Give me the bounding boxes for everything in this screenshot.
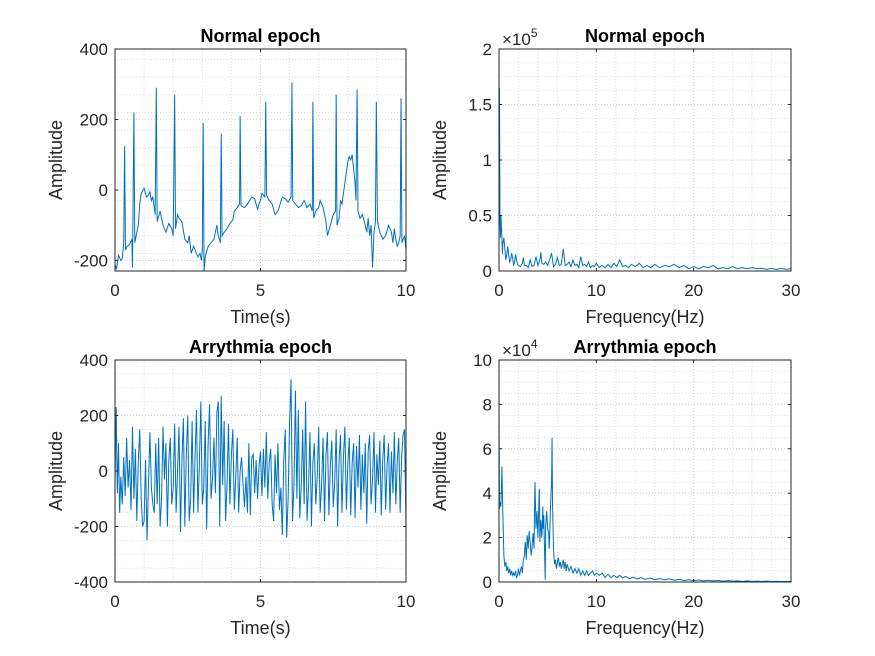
y-tick-label: 0 xyxy=(99,181,108,200)
x-axis-label: Frequency(Hz) xyxy=(585,307,704,327)
y-tick-label: 8 xyxy=(483,395,492,414)
y-tick-label: -200 xyxy=(74,518,108,537)
series-line-1 xyxy=(499,87,791,270)
y-tick-label: 2 xyxy=(483,529,492,548)
y-tick-label: 6 xyxy=(483,440,492,459)
y-tick-label: -200 xyxy=(74,251,108,270)
x-axis-label: Frequency(Hz) xyxy=(585,618,704,638)
y-tick-label: 4 xyxy=(483,484,492,503)
x-tick-label: 10 xyxy=(397,281,416,300)
y-tick-label: 0 xyxy=(483,573,492,592)
y-tick-label: 400 xyxy=(80,351,108,370)
y-axis-label: Amplitude xyxy=(430,120,450,200)
y-axis-label: Amplitude xyxy=(430,431,450,511)
chart-title: Normal epoch xyxy=(585,26,705,46)
y-tick-label: 0 xyxy=(99,462,108,481)
x-tick-label: 5 xyxy=(256,281,265,300)
x-axis-label: Time(s) xyxy=(230,618,290,638)
y-tick-label: 0 xyxy=(483,262,492,281)
subplot-3: 0 5 10 -400 -200 0 200 400 Arrythmia epoch Time(s… xyxy=(46,337,415,638)
subplot-4: 0 10 20 30 0 2 4 6 8 10 ×104 Arrythmia epoch Frequen… xyxy=(430,337,800,638)
y-tick-label: 200 xyxy=(80,407,108,426)
y-tick-label: 2 xyxy=(483,40,492,59)
x-tick-label: 10 xyxy=(397,592,416,611)
y-tick-label: 1 xyxy=(483,151,492,170)
y-exponent-power: 5 xyxy=(531,26,538,40)
chart-title: Arrythmia epoch xyxy=(573,337,716,357)
y-exponent-power: 4 xyxy=(531,337,538,351)
y-tick-label: -400 xyxy=(74,573,108,592)
x-axis-label: Time(s) xyxy=(230,307,290,327)
y-tick-label: 1.5 xyxy=(468,96,492,115)
x-tick-label: 10 xyxy=(587,592,606,611)
x-tick-label: 30 xyxy=(782,281,801,300)
y-tick-label: 400 xyxy=(80,40,108,59)
y-axis-label: Amplitude xyxy=(46,431,66,511)
x-tick-label: 20 xyxy=(684,592,703,611)
axes-box xyxy=(498,359,792,583)
x-tick-label: 0 xyxy=(110,592,119,611)
plot-area xyxy=(499,49,791,271)
series-line-1 xyxy=(499,404,791,582)
y-exponent-label: ×105 xyxy=(502,26,538,49)
plot-area xyxy=(499,360,791,582)
subplot-2: 0 10 20 30 0 0.5 1 1.5 2 ×105 Normal epoch Frequenc… xyxy=(430,26,800,327)
x-tick-label: 20 xyxy=(684,281,703,300)
y-axis-label: Amplitude xyxy=(46,120,66,200)
x-tick-label: 0 xyxy=(494,592,503,611)
x-tick-label: 0 xyxy=(494,281,503,300)
chart-title: Normal epoch xyxy=(200,26,320,46)
series-line-1 xyxy=(115,82,406,271)
y-exponent-label: ×104 xyxy=(502,337,538,360)
x-tick-label: 10 xyxy=(587,281,606,300)
y-tick-label: 10 xyxy=(473,351,492,370)
y-tick-label: 200 xyxy=(80,110,108,129)
x-tick-label: 5 xyxy=(256,592,265,611)
chart-title: Arrythmia epoch xyxy=(189,337,332,357)
x-tick-label: 30 xyxy=(782,592,801,611)
series-line-1 xyxy=(115,379,406,541)
x-tick-label: 0 xyxy=(110,281,119,300)
y-tick-label: 0.5 xyxy=(468,207,492,226)
